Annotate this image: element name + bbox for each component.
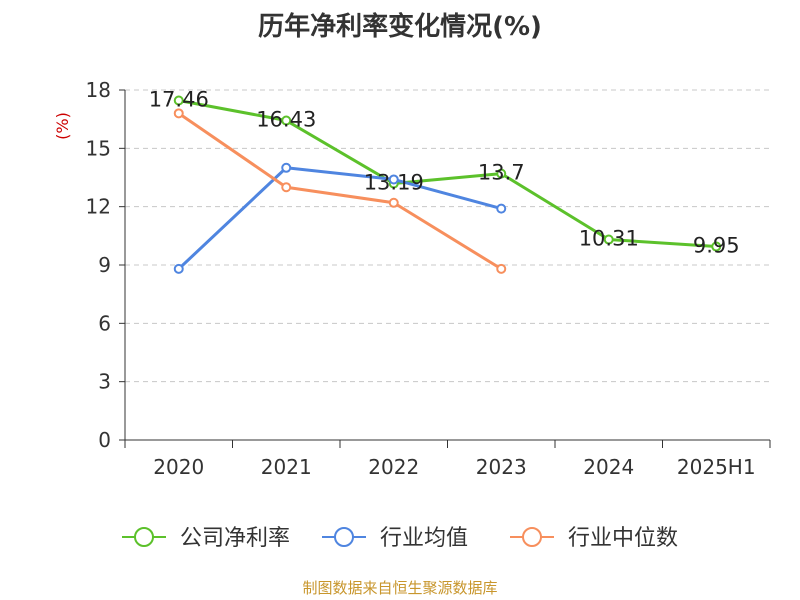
legend-label: 行业均值 (380, 526, 468, 551)
x-tick-label: 2025H1 (677, 455, 756, 479)
legend-label: 行业中位数 (568, 526, 678, 551)
data-point (388, 174, 399, 185)
y-axis-unit: (%) (53, 112, 72, 140)
axes: 0 3 6 9 12 15 18 (%) 2020 2021 2022 2023 2024 2025H1 (53, 78, 771, 479)
data-point (496, 203, 507, 214)
data-label: 16.43 (256, 108, 316, 132)
page-title: 历年净利率变化情况(%) (258, 12, 542, 42)
x-tick-label: 2020 (153, 455, 204, 479)
series-line (177, 166, 502, 270)
y-tick-label: 6 (98, 311, 111, 335)
data-point (173, 263, 184, 274)
y-tick-label: 15 (86, 136, 111, 160)
data-point (603, 234, 614, 245)
legend-label: 公司净利率 (180, 526, 290, 551)
legend-marker (522, 527, 542, 547)
data-label: 17.46 (149, 88, 209, 112)
data-point (281, 115, 292, 126)
data-label: 13.19 (364, 171, 424, 195)
legend: 公司净利率 行业均值 行业中位数 (122, 526, 678, 551)
data-point (388, 197, 399, 208)
series-line (178, 99, 717, 249)
series-lines (173, 95, 722, 274)
data-point (173, 108, 184, 119)
data-point (173, 95, 184, 106)
x-tick-label: 2022 (368, 455, 419, 479)
data-point (281, 182, 292, 193)
data-point (281, 162, 292, 173)
x-tick-label: 2024 (583, 455, 634, 479)
y-tick-label: 3 (98, 370, 111, 394)
data-point (711, 241, 722, 252)
y-tick-label: 18 (86, 78, 111, 102)
x-tick-label: 2023 (476, 455, 527, 479)
source-note: 制图数据来自恒生聚源数据库 (302, 579, 498, 597)
y-tick-label: 9 (98, 253, 111, 277)
data-label: 9.95 (693, 234, 740, 258)
data-label: 10.31 (579, 227, 639, 251)
series-line (177, 112, 503, 271)
y-tick-label: 12 (86, 195, 111, 219)
legend-marker (334, 527, 354, 547)
data-point (496, 263, 507, 274)
data-labels: 17.46 16.43 13.19 13.7 10.31 9.95 (149, 88, 740, 258)
x-tick-label: 2021 (261, 455, 312, 479)
data-point (496, 168, 507, 179)
legend-marker (134, 527, 154, 547)
y-tick-label: 0 (98, 428, 111, 452)
data-label: 13.7 (478, 161, 525, 185)
